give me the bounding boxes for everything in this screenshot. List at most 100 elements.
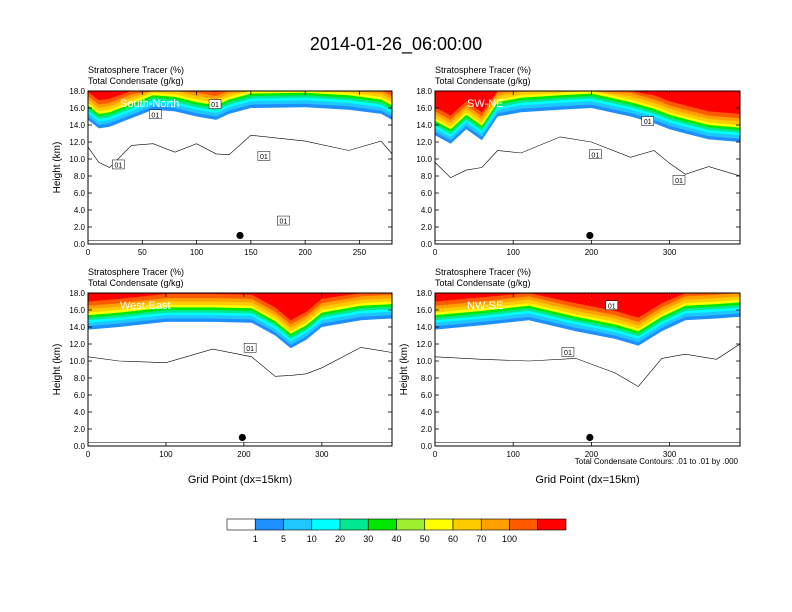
colorbar-swatch (509, 518, 539, 531)
colorbar-label: 100 (502, 534, 517, 544)
y-tick-label: 4.0 (421, 408, 433, 417)
panel-4: Stratosphere Tracer (%)Total Condensate … (399, 267, 741, 486)
y-tick-label: 18.0 (416, 87, 432, 96)
location-marker (586, 433, 594, 442)
colorbar-swatch (424, 518, 454, 531)
contour-label: 01 (564, 350, 572, 357)
panel-frame (87, 292, 393, 447)
colorbar-label: 40 (391, 534, 401, 544)
x-tick-label: 300 (663, 248, 677, 257)
y-tick-label: 4.0 (421, 206, 433, 215)
colorbar-label: 60 (448, 534, 458, 544)
x-tick-label: 300 (663, 450, 677, 459)
tracer-band-10 (435, 293, 740, 318)
colorbar-label: 20 (335, 534, 345, 544)
x-tick-label: 0 (433, 248, 438, 257)
y-tick-label: 8.0 (74, 172, 86, 181)
panel-frame (434, 292, 741, 447)
y-tick-label: 16.0 (416, 306, 432, 315)
contour-label: 01 (608, 303, 616, 310)
colorbar: 1 5 10 20 30 40 50 60 70 100 (226, 518, 567, 544)
condensate-contour (88, 347, 392, 377)
y-tick-label: 0.0 (74, 240, 86, 249)
y-axis-label: Height (km) (52, 142, 63, 194)
contour-label-box (243, 343, 257, 353)
y-tick-label: 12.0 (416, 340, 432, 349)
y-tick-label: 14.0 (416, 323, 432, 332)
y-tick-label: 4.0 (74, 408, 86, 417)
colorbar-swatch (226, 518, 256, 531)
y-tick-label: 12.0 (416, 138, 432, 147)
colorbar-swatch (311, 518, 341, 531)
panel-2: Stratosphere Tracer (%)Total Condensate … (416, 65, 741, 257)
panel-title-condensate: Total Condensate (g/kg) (435, 278, 531, 288)
panel-label: West-East (120, 300, 171, 312)
colorbar-label: 30 (363, 534, 373, 544)
panel-title-tracer: Stratosphere Tracer (%) (435, 267, 531, 277)
colorbar-swatch (396, 518, 426, 531)
x-tick-label: 150 (244, 248, 258, 257)
y-tick-label: 8.0 (421, 374, 433, 383)
panel-label: South-North (120, 98, 179, 110)
x-tick-label: 200 (237, 450, 251, 459)
x-tick-label: 100 (507, 450, 521, 459)
colorbar-label: 10 (307, 534, 317, 544)
contour-label: 01 (260, 154, 268, 161)
panels: Stratosphere Tracer (%)Total Condensate … (52, 65, 741, 486)
panel-label: SW-NE (467, 98, 503, 110)
tracer-band-10 (88, 91, 392, 101)
location-marker (236, 231, 244, 240)
contour-label-box (112, 159, 125, 170)
contour-label: 01 (151, 112, 159, 119)
panel-title-condensate: Total Condensate (g/kg) (88, 76, 184, 86)
y-tick-label: 6.0 (74, 189, 86, 198)
contour-label: 01 (280, 219, 288, 226)
condensate-contour (435, 136, 740, 179)
location-marker (586, 231, 594, 240)
x-tick-label: 200 (585, 450, 599, 459)
y-tick-label: 14.0 (416, 121, 432, 130)
x-axis-label: Grid Point (dx=15km) (535, 474, 639, 486)
y-tick-label: 2.0 (421, 425, 433, 434)
y-tick-label: 0.0 (421, 240, 433, 249)
condensate-contour (88, 134, 392, 168)
y-tick-label: 18.0 (69, 289, 85, 298)
panel-title-condensate: Total Condensate (g/kg) (88, 278, 184, 288)
x-tick-label: 100 (190, 248, 204, 257)
contour-label-box (257, 151, 271, 161)
tracer-band-5 (88, 91, 392, 117)
y-tick-label: 10.0 (69, 357, 85, 366)
y-tick-label: 2.0 (421, 223, 433, 232)
contour-label-box (641, 116, 654, 126)
y-tick-label: 2.0 (74, 223, 86, 232)
colorbar-swatch (452, 518, 482, 531)
contour-note: Total Condensate Contours: .01 to .01 by… (575, 457, 739, 466)
x-tick-label: 100 (159, 450, 173, 459)
y-tick-label: 8.0 (74, 374, 86, 383)
y-tick-label: 4.0 (74, 206, 86, 215)
y-tick-label: 18.0 (416, 289, 432, 298)
x-tick-label: 0 (433, 450, 438, 459)
y-tick-label: 16.0 (69, 306, 85, 315)
panel-plot-area: 01 01 01 SW-NE (435, 91, 740, 241)
colorbar-swatch (367, 518, 397, 531)
x-tick-label: 50 (138, 248, 147, 257)
panel-plot-area: 01 West-East (88, 293, 392, 443)
y-tick-label: 10.0 (69, 155, 85, 164)
tracer-band-10 (435, 91, 740, 116)
y-tick-label: 12.0 (69, 340, 85, 349)
y-tick-label: 2.0 (74, 425, 86, 434)
colorbar-swatch (283, 518, 313, 531)
y-tick-label: 16.0 (69, 104, 85, 113)
panel-title-tracer: Stratosphere Tracer (%) (88, 65, 184, 75)
x-tick-label: 300 (315, 450, 329, 459)
contour-label: 01 (115, 162, 123, 169)
panel-plot-area: 01 01 NW-SE (435, 293, 740, 443)
location-marker (238, 433, 246, 442)
colorbar-label: 70 (476, 534, 486, 544)
y-axis-label: Height (km) (399, 344, 410, 396)
y-tick-label: 12.0 (69, 138, 85, 147)
panel-title-tracer: Stratosphere Tracer (%) (88, 267, 184, 277)
panel-frame (434, 90, 741, 245)
